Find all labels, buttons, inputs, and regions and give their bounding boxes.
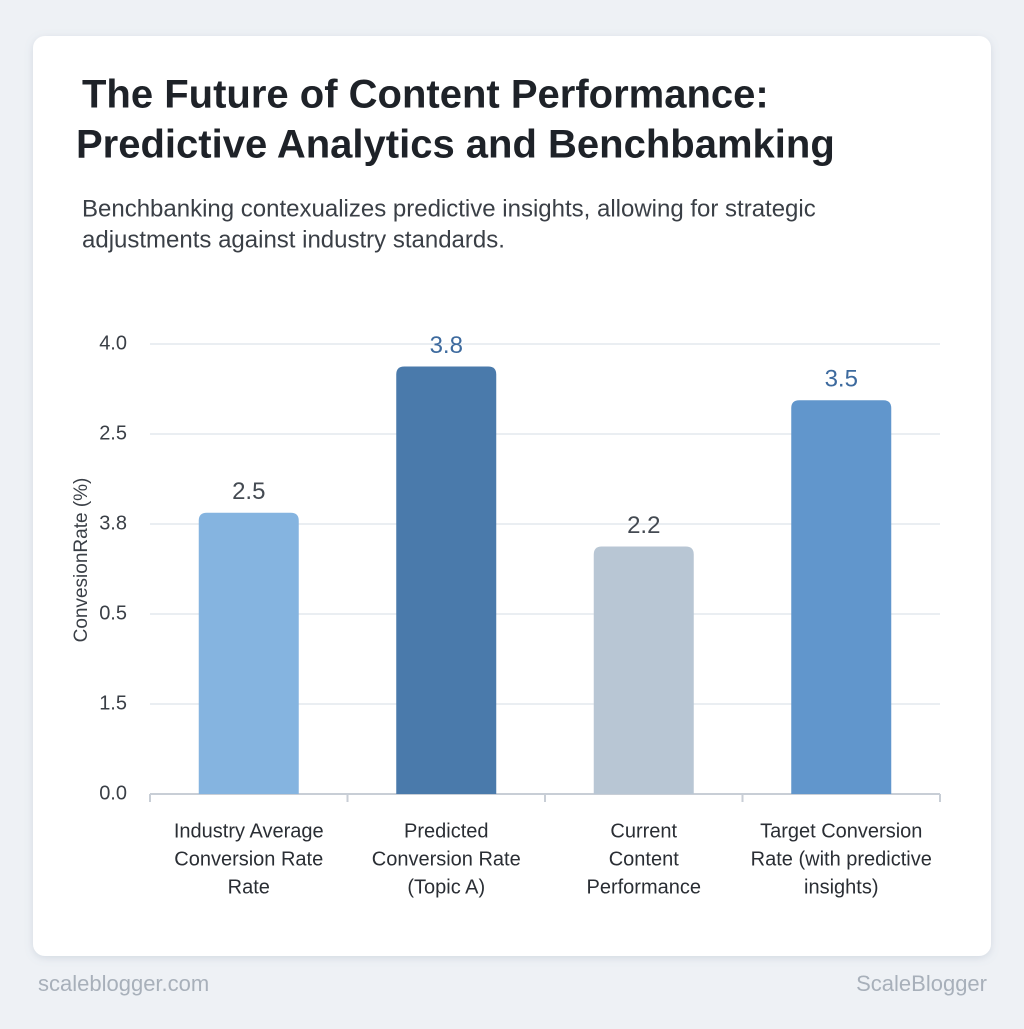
x-tick-label: Predicted <box>404 820 489 842</box>
x-tick-label: Content <box>609 848 679 870</box>
y-tick-label: 0.0 <box>99 782 127 804</box>
x-tick-label: Rate <box>228 876 270 898</box>
x-tick-label: (Topic A) <box>407 876 485 898</box>
bar <box>791 400 892 794</box>
subtitle: adjustments against industry standards. <box>82 226 505 253</box>
x-tick-label: Current <box>610 820 677 842</box>
chart-title: Predictive Analytics and Benchbamking <box>76 123 835 167</box>
y-tick-label: 3.8 <box>99 512 127 534</box>
x-tick-label: Conversion Rate <box>372 848 521 870</box>
footer-left: scaleblogger.com <box>38 971 209 996</box>
subtitle: Benchbanking contexualizes predictive in… <box>82 195 816 222</box>
bar <box>396 366 497 794</box>
bar <box>198 512 299 794</box>
y-axis-title: ConvesionRate (%) <box>71 478 92 643</box>
y-tick-label: 2.5 <box>99 422 127 444</box>
y-tick-label: 0.5 <box>99 602 127 624</box>
value-label: 3.8 <box>430 332 463 359</box>
x-tick-label: Target Conversion <box>760 820 922 842</box>
chart-title: The Future of Content Performance: <box>82 73 769 117</box>
value-label: 2.5 <box>232 478 265 505</box>
x-tick-label: Conversion Rate <box>174 848 323 870</box>
x-tick-label: Performance <box>587 876 702 898</box>
value-label: 2.2 <box>627 512 660 539</box>
x-tick-label: Rate (with predictive <box>751 848 932 870</box>
footer-right: ScaleBlogger <box>856 971 987 996</box>
value-label: 3.5 <box>825 366 858 393</box>
x-tick-label: Industry Average <box>174 820 324 842</box>
y-tick-label: 4.0 <box>99 332 127 354</box>
x-tick-label: insights) <box>804 876 878 898</box>
y-tick-label: 1.5 <box>99 692 127 714</box>
bar <box>593 546 694 794</box>
